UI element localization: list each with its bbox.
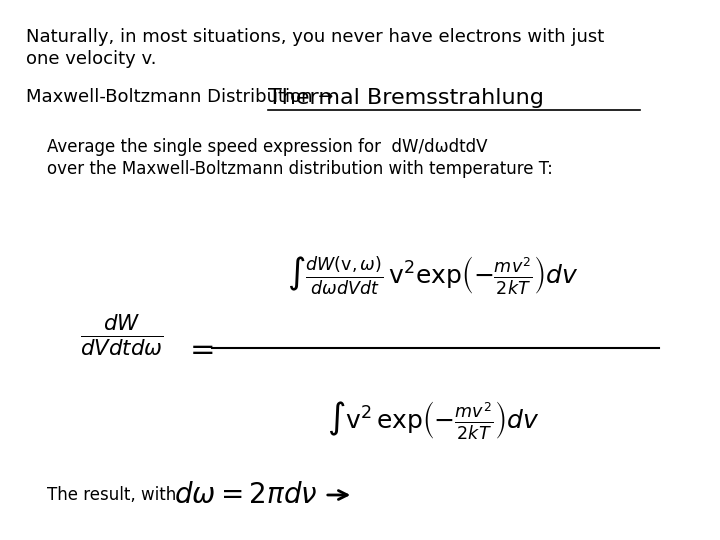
Text: The result, with: The result, with [47,486,176,504]
Text: $\int \mathrm{v}^2\, \exp\!\left(-\frac{mv^2}{2kT}\right)dv$: $\int \mathrm{v}^2\, \exp\!\left(-\frac{… [327,399,539,441]
Text: over the Maxwell-Boltzmann distribution with temperature T:: over the Maxwell-Boltzmann distribution … [47,160,553,178]
Text: Naturally, in most situations, you never have electrons with just: Naturally, in most situations, you never… [27,28,605,46]
Text: Average the single speed expression for  dW/dωdtdV: Average the single speed expression for … [47,138,487,156]
Text: Thermal Bremsstrahlung: Thermal Bremsstrahlung [269,88,544,108]
Text: $\int \frac{dW(\mathrm{v},\omega)}{d\omega dVdt}\, \mathrm{v}^2 \exp\!\left(-\fr: $\int \frac{dW(\mathrm{v},\omega)}{d\ome… [287,255,579,297]
Text: $=$: $=$ [184,334,214,362]
Text: Maxwell-Boltzmann Distribution →: Maxwell-Boltzmann Distribution → [27,88,340,106]
Text: one velocity v.: one velocity v. [27,50,157,68]
Text: $d\omega = 2\pi d\nu$: $d\omega = 2\pi d\nu$ [174,481,318,509]
Text: $\frac{dW}{dVdtd\omega}$: $\frac{dW}{dVdtd\omega}$ [80,312,163,358]
